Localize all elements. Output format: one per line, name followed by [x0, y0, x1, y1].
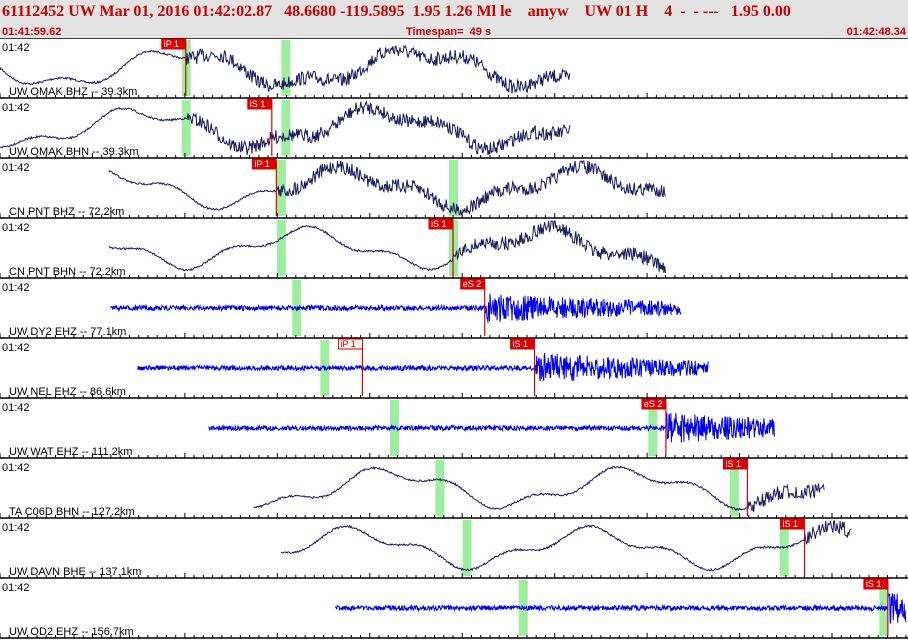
pick-label: eS 2: [463, 279, 482, 289]
trace-start-time: 01:42: [2, 402, 30, 414]
trace-station-label: UW DY2 EHZ -- 77.1km: [9, 326, 126, 338]
waveform: [208, 412, 775, 443]
arrival-window: [435, 460, 445, 516]
waveform: [280, 520, 852, 572]
trace-start-time: 01:42: [2, 342, 30, 354]
pick-label: iS 1: [783, 519, 799, 529]
pick-label: iP 1: [340, 339, 355, 349]
pick-flag[interactable]: [428, 218, 454, 230]
waveform: [334, 593, 907, 624]
trace-station-label: UW OMAK BHZ -- 39.3km: [9, 86, 137, 98]
pick-label: eS 2: [644, 399, 663, 409]
trace-start-time: 01:42: [2, 162, 30, 174]
trace-start-time: 01:42: [2, 102, 30, 114]
pick-flag[interactable]: [161, 38, 187, 50]
waveform: [137, 352, 709, 382]
arrival-window: [462, 520, 472, 576]
trace-station-label: UW OD2 EHZ -- 156.7km: [9, 626, 134, 638]
waveform: [0, 45, 571, 94]
pick-label: iS 1: [725, 459, 741, 469]
trace-start-time: 01:42: [2, 282, 30, 294]
arrival-window: [729, 460, 739, 516]
time-ticks: [0, 573, 907, 578]
waveform: [110, 293, 682, 323]
trace-station-label: CN PNT BHZ -- 72.2km: [9, 206, 124, 218]
waveform: [108, 160, 666, 216]
pick-label: iP 1: [254, 159, 269, 169]
time-ticks: [0, 513, 907, 518]
trace-start-time: 01:42: [2, 222, 30, 234]
trace-station-label: UW DAVN BHE -- 137.1km: [9, 566, 141, 578]
seismogram-panel[interactable]: 01:42 UW OMAK BHZ -- 39.3km iP 1 01:42 UW OM…: [0, 38, 908, 640]
pick-flag[interactable]: [247, 98, 273, 110]
pick-flag[interactable]: [641, 398, 667, 410]
pick-flag[interactable]: [337, 338, 363, 350]
waveform: [108, 220, 666, 274]
trace-start-time: 01:42: [2, 522, 30, 534]
arrival-window: [281, 100, 291, 156]
trace-station-label: UW WAT EHZ -- 111.2km: [9, 446, 132, 458]
event-header: 61112452 UW Mar 01, 2016 01:42:02.87 48.…: [0, 0, 908, 38]
arrival-window: [281, 40, 291, 96]
trace-station-label: UW NEL EHZ -- 86.6km: [9, 386, 126, 398]
arrival-window: [779, 520, 789, 576]
trace-station-label: TA C06D BHN -- 127.2km: [9, 506, 135, 518]
arrival-window: [181, 100, 191, 156]
time-ticks: [0, 213, 907, 218]
trace-station-label: CN PNT BHN -- 72.2km: [9, 266, 126, 278]
waveform: [253, 465, 825, 513]
time-ticks: [0, 393, 907, 398]
trace-station-label: UW OMAK BHN -- 39.3km: [9, 146, 139, 158]
pick-label: iP 1: [164, 39, 179, 49]
pick-flag[interactable]: [460, 278, 486, 290]
waveform: [0, 100, 571, 156]
event-summary: 61112452 UW Mar 01, 2016 01:42:02.87 48.…: [2, 3, 791, 20]
time-ticks: [0, 273, 907, 278]
time-ticks: [0, 153, 907, 158]
time-ticks: [0, 333, 907, 338]
time-ticks: [0, 93, 907, 98]
window-start-time: 01:41:59.62: [2, 26, 62, 38]
arrival-window: [276, 220, 286, 276]
pick-flag[interactable]: [510, 338, 536, 350]
timespan-label: Timespan= 49 s: [406, 26, 492, 38]
trace-start-time: 01:42: [2, 42, 30, 54]
trace-start-time: 01:42: [2, 462, 30, 474]
pick-label: iS 1: [431, 219, 447, 229]
pick-flag[interactable]: [863, 578, 889, 590]
window-end-time: 01:42:48.34: [846, 26, 906, 38]
time-ticks: [0, 453, 907, 458]
arrival-window: [449, 160, 458, 216]
pick-flag[interactable]: [251, 158, 277, 170]
pick-flag[interactable]: [722, 458, 748, 470]
trace-start-time: 01:42: [2, 582, 30, 594]
time-ticks: [0, 633, 907, 638]
pick-label: iS 1: [513, 339, 529, 349]
pick-flag[interactable]: [780, 518, 806, 530]
pick-label: iS 1: [866, 579, 882, 589]
pick-label: iS 1: [250, 99, 266, 109]
